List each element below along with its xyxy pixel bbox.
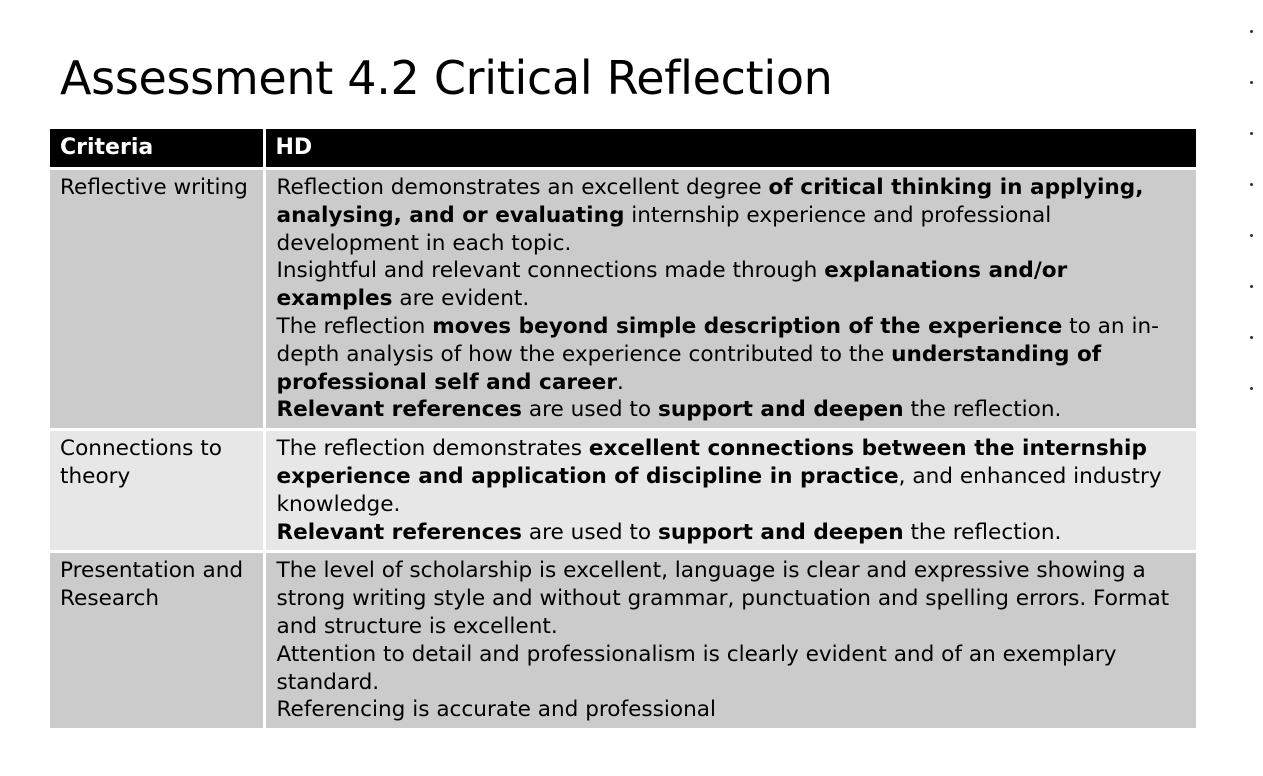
slide-dot[interactable] [1250, 81, 1253, 84]
body-text: to an in-depth analysis of how the exper… [276, 313, 1159, 367]
criteria-cell: Reflective writing [50, 166, 266, 430]
description-paragraph: Referencing is accurate and professional [277, 696, 1187, 724]
description-paragraph: The level of scholarship is excellent, l… [277, 557, 1187, 640]
body-text: The reflection [276, 313, 433, 339]
body-text: the reflection. [903, 519, 1062, 545]
body-text: Insightful and relevant connections made… [276, 258, 825, 284]
description-paragraph: Relevant references are used to support … [277, 396, 1187, 424]
body-text: , and enhanced industry knowledge. [276, 463, 1162, 517]
description-paragraph: The reflection demonstrates excellent co… [277, 435, 1187, 518]
emphasis-text: support and deepen [657, 519, 904, 545]
slide-dot[interactable] [1250, 285, 1253, 288]
slide-nav-dots [1250, 30, 1253, 438]
emphasis-text: Relevant references [276, 397, 522, 423]
body-text: Attention to detail and professionalism … [276, 641, 1117, 695]
emphasis-text: Relevant references [276, 519, 522, 545]
rubric-table: Criteria HD Reflective writing Reflectio… [50, 129, 1196, 729]
page-title: Assessment 4.2 Critical Reflection [60, 51, 833, 105]
emphasis-text: moves beyond simple description of the e… [432, 313, 1063, 339]
slide-dot[interactable] [1250, 234, 1253, 237]
header-hd: HD [264, 129, 1196, 169]
body-text: The reflection demonstrates [276, 436, 589, 462]
header-criteria: Criteria [50, 129, 266, 169]
table-row: Connections to theory The reflection dem… [50, 428, 1196, 552]
body-text: are evident. [392, 286, 530, 312]
table-header-row: Criteria HD [50, 129, 1196, 169]
description-paragraph: Insightful and relevant connections made… [277, 257, 1187, 313]
emphasis-text: support and deepen [657, 397, 904, 423]
body-text: are used to [521, 519, 658, 545]
slide-dot[interactable] [1250, 132, 1253, 135]
table-row: Presentation and Research The level of s… [50, 550, 1196, 729]
description-cell: The reflection demonstrates excellent co… [264, 428, 1196, 552]
body-text: The level of scholarship is excellent, l… [276, 558, 1170, 639]
description-paragraph: Attention to detail and professionalism … [277, 641, 1187, 697]
emphasis-text: excellent connections between the intern… [276, 436, 1147, 489]
criteria-cell: Presentation and Research [50, 550, 266, 729]
description-paragraph: Relevant references are used to support … [277, 519, 1187, 547]
emphasis-text: of critical thinking in applying, analys… [276, 175, 1144, 228]
slide-dot[interactable] [1250, 387, 1253, 390]
body-text: the reflection. [903, 397, 1062, 423]
body-text: internship experience and professional d… [276, 202, 1052, 256]
body-text: Referencing is accurate and professional [276, 697, 717, 723]
body-text: . [616, 369, 624, 395]
slide-dot[interactable] [1250, 183, 1253, 186]
description-cell: Reflection demonstrates an excellent deg… [264, 166, 1196, 430]
criteria-cell: Connections to theory [50, 428, 266, 552]
emphasis-text: understanding of professional self and c… [276, 341, 1102, 395]
slide-dot[interactable] [1250, 336, 1253, 339]
emphasis-text: explanations and/or examples [276, 258, 1068, 312]
slide-dot[interactable] [1250, 30, 1253, 33]
description-cell: The level of scholarship is excellent, l… [264, 550, 1196, 729]
body-text: are used to [521, 397, 658, 423]
description-paragraph: The reflection moves beyond simple descr… [277, 313, 1187, 396]
table-row: Reflective writing Reflection demonstrat… [50, 166, 1196, 430]
body-text: Reflection demonstrates an excellent deg… [276, 175, 769, 200]
description-paragraph: Reflection demonstrates an excellent deg… [277, 174, 1187, 257]
